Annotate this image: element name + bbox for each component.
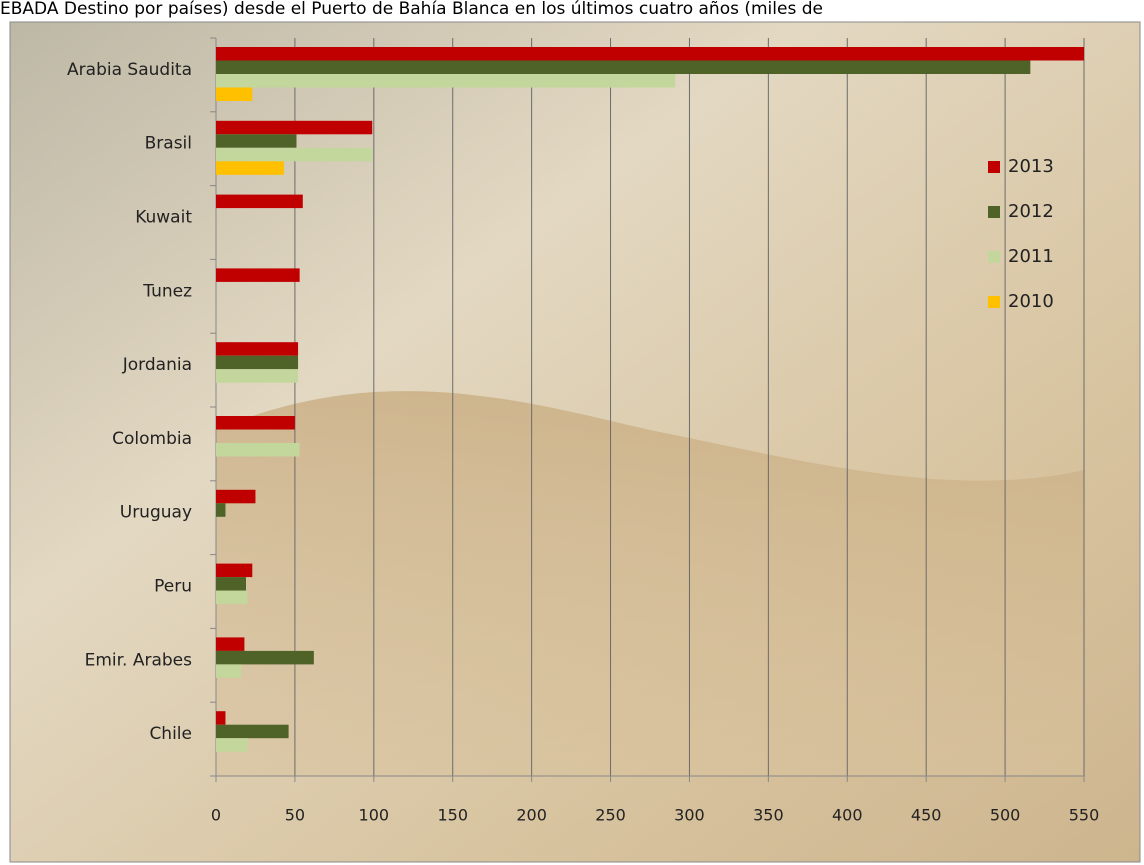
chart: EBADA Destino por países) desde el Puert… <box>0 0 1144 865</box>
bar <box>216 711 225 725</box>
y-tick-label: Jordania <box>122 355 192 375</box>
legend-label: 2012 <box>1008 201 1054 222</box>
legend-swatch <box>988 251 1000 263</box>
x-tick-label: 0 <box>211 806 221 825</box>
bar <box>216 725 289 739</box>
bar <box>216 738 248 752</box>
bar <box>216 664 241 678</box>
y-tick-label: Tunez <box>142 281 192 301</box>
y-tick-label: Arabia Saudita <box>67 60 192 80</box>
legend-label: 2013 <box>1008 156 1054 177</box>
legend-label: 2010 <box>1008 291 1054 312</box>
x-tick-label: 550 <box>1069 806 1100 825</box>
x-tick-label: 200 <box>516 806 547 825</box>
y-tick-label: Kuwait <box>135 208 192 228</box>
bar <box>216 651 314 665</box>
x-tick-label: 350 <box>753 806 784 825</box>
legend-swatch <box>988 206 1000 218</box>
bar <box>216 564 252 578</box>
x-tick-label: 100 <box>359 806 390 825</box>
bar <box>216 369 298 383</box>
x-tick-label: 300 <box>674 806 705 825</box>
x-tick-label: 250 <box>595 806 626 825</box>
y-tick-label: Emir. Arabes <box>85 650 193 670</box>
bar <box>216 342 298 356</box>
bar <box>216 503 225 517</box>
chart-title: EBADA Destino por países) desde el Puert… <box>0 0 823 19</box>
bar <box>216 195 303 209</box>
bar <box>216 74 675 88</box>
bar <box>216 416 295 430</box>
bar <box>216 591 248 605</box>
x-tick-label: 500 <box>990 806 1021 825</box>
bar <box>216 356 298 370</box>
bar <box>216 121 372 135</box>
legend-swatch <box>988 161 1000 173</box>
y-tick-label: Uruguay <box>120 503 192 523</box>
y-tick-label: Peru <box>154 577 192 597</box>
bar <box>216 148 372 162</box>
legend-swatch <box>988 296 1000 308</box>
bar <box>216 61 1030 75</box>
bar <box>216 443 300 457</box>
x-tick-label: 400 <box>832 806 863 825</box>
bar <box>216 134 296 148</box>
page: {"chart_data": {"type": "bar", "orientat… <box>0 0 1144 865</box>
bar <box>216 577 246 591</box>
legend-label: 2011 <box>1008 246 1054 267</box>
y-tick-label: Colombia <box>112 429 192 449</box>
bar <box>216 268 300 282</box>
bar <box>216 161 284 175</box>
bar <box>216 490 255 504</box>
x-tick-label: 450 <box>911 806 942 825</box>
x-tick-label: 150 <box>437 806 468 825</box>
x-tick-label: 50 <box>285 806 305 825</box>
y-tick-label: Brasil <box>145 134 192 154</box>
bar <box>216 637 244 651</box>
bar <box>216 47 1084 61</box>
bar <box>216 88 252 102</box>
y-tick-label: Chile <box>149 724 192 744</box>
